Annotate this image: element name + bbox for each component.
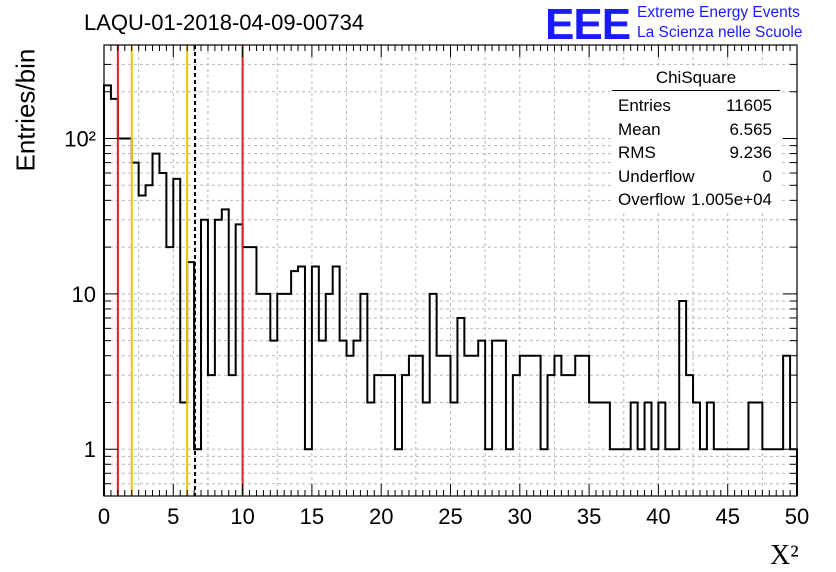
x-tick-label: 50 bbox=[785, 504, 809, 529]
eee-logo: EEE bbox=[545, 0, 631, 49]
x-tick-label: 5 bbox=[167, 504, 179, 529]
stats-rows: Entries 11605 Mean 6.565 RMS 9.236 Underflow 0 O… bbox=[612, 94, 780, 212]
stats-label: Mean bbox=[618, 119, 661, 139]
run-title: LAQU-01-2018-04-09-00734 bbox=[84, 10, 365, 35]
x-tick-label: 30 bbox=[508, 504, 532, 529]
stats-value: 11605 bbox=[725, 96, 772, 115]
stats-row: RMS 9.236 bbox=[612, 141, 780, 165]
stats-label: RMS bbox=[618, 143, 656, 162]
y-axis-label: Entries/bin bbox=[10, 48, 41, 172]
x-tick-label: 20 bbox=[369, 504, 393, 529]
logo-line1: Extreme Energy Events bbox=[637, 4, 800, 21]
stats-box: ChiSquare Entries 11605 Mean 6.565 RMS 9.236 U… bbox=[612, 68, 780, 212]
stats-row: Mean 6.565 bbox=[612, 118, 780, 142]
stats-value: 6.565 bbox=[729, 119, 772, 139]
x-tick-label: 25 bbox=[438, 504, 462, 529]
stats-row: Underflow 0 bbox=[612, 165, 780, 189]
stats-value: 1.005e+04 bbox=[691, 190, 772, 209]
stats-value: 9.236 bbox=[729, 143, 772, 162]
x-tick-label: 10 bbox=[230, 504, 254, 529]
stats-label: Entries bbox=[618, 96, 671, 115]
stats-value: 0 bbox=[762, 166, 772, 186]
stats-label: Overflow bbox=[618, 190, 686, 209]
stats-title: ChiSquare bbox=[612, 68, 780, 91]
x-tick-label: 45 bbox=[715, 504, 739, 529]
y-tick-label: 10² bbox=[64, 127, 96, 152]
histogram-line bbox=[103, 84, 798, 496]
x-tick-label: 15 bbox=[300, 504, 324, 529]
logo-line2: La Scienza nelle Scuole bbox=[637, 24, 803, 41]
y-tick-label: 1 bbox=[84, 437, 96, 462]
stats-row: Entries 11605 bbox=[612, 94, 780, 118]
x-axis-label: X² bbox=[770, 540, 799, 571]
x-tick-label: 40 bbox=[646, 504, 670, 529]
x-tick-label: 0 bbox=[98, 504, 110, 529]
stats-row: Overflow 1.005e+04 bbox=[612, 188, 780, 212]
x-tick-label: 35 bbox=[577, 504, 601, 529]
y-tick-label: 10 bbox=[72, 282, 96, 307]
stats-label: Underflow bbox=[618, 166, 695, 186]
